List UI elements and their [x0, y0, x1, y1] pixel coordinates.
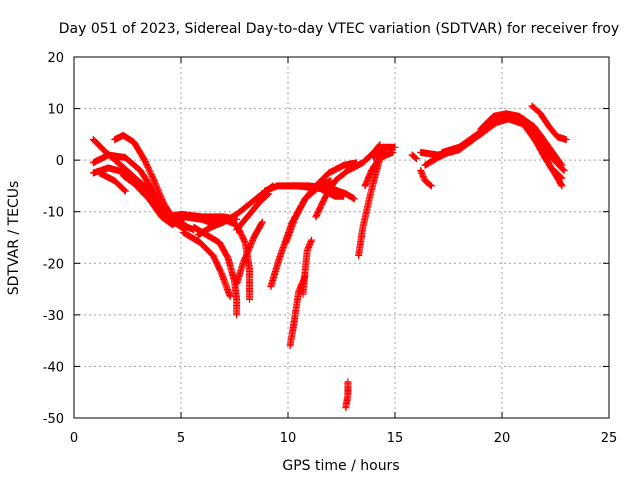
x-tick-label: 5 [177, 431, 185, 446]
series-arc-13 [233, 218, 266, 288]
data-point-markers [477, 110, 566, 169]
data-point-markers [96, 169, 129, 195]
series-arc-29 [417, 167, 435, 190]
series-arc-34 [528, 102, 570, 143]
series-arc-33 [477, 110, 566, 169]
plot-frame [73, 56, 610, 419]
series-arc-23 [342, 378, 352, 412]
x-tick-labels: 0 5 10 15 20 25 [70, 431, 617, 446]
y-axis-label: SDTVAR / TECUs [6, 181, 22, 296]
data-point-markers [342, 378, 352, 412]
series-arc-5 [119, 172, 176, 229]
series-arc-10 [179, 228, 234, 301]
data-point-markers [233, 190, 273, 234]
data-point-markers [119, 172, 176, 229]
series-arc-32 [447, 115, 566, 182]
axis-ticks [73, 56, 610, 419]
data-point-markers [312, 141, 384, 221]
x-axis-label: GPS time / hours [282, 458, 399, 474]
x-tick-label: 10 [280, 431, 297, 446]
y-tick-label: -10 [43, 206, 64, 221]
series-arc-14 [233, 190, 273, 234]
y-tick-label: 0 [56, 154, 64, 169]
series-arc-4 [96, 169, 129, 195]
data-point-markers [179, 228, 234, 301]
data-point-markers [286, 272, 309, 350]
x-tick-label: 20 [494, 431, 511, 446]
series-arc-22 [312, 141, 384, 221]
y-tick-label: -50 [43, 412, 64, 427]
data-point-markers [528, 102, 570, 143]
data-point-markers [190, 223, 241, 319]
x-tick-label: 15 [387, 431, 404, 446]
y-tick-label: 20 [47, 51, 64, 66]
y-tick-label: -40 [43, 360, 64, 375]
data-point-markers [370, 143, 399, 162]
data-point-markers [408, 151, 420, 163]
data-point-markers [361, 148, 397, 190]
x-tick-label: 0 [70, 431, 78, 446]
y-tick-label: -20 [43, 257, 64, 272]
chart-title: Day 051 of 2023, Sidereal Day-to-day VTE… [59, 21, 619, 37]
data-point-markers [267, 185, 318, 290]
series-arc-26 [370, 143, 399, 162]
y-tick-label: -30 [43, 309, 64, 324]
series-arc-20 [286, 272, 309, 350]
series-arc-21 [312, 159, 360, 190]
y-tick-label: 10 [47, 103, 64, 118]
series-arc-11 [190, 223, 241, 319]
y-tick-labels: -50 -40 -30 -20 -10 0 10 20 [43, 51, 64, 427]
grid-lines [74, 57, 609, 418]
data-point-markers [312, 159, 360, 190]
data-series [89, 102, 570, 412]
x-tick-label: 25 [601, 431, 618, 446]
series-arc-27 [408, 151, 420, 163]
data-point-markers [447, 115, 566, 182]
series-arc-25 [361, 148, 397, 190]
data-point-markers [233, 218, 266, 288]
series-arc-16 [267, 185, 318, 290]
data-point-markers [417, 167, 435, 190]
